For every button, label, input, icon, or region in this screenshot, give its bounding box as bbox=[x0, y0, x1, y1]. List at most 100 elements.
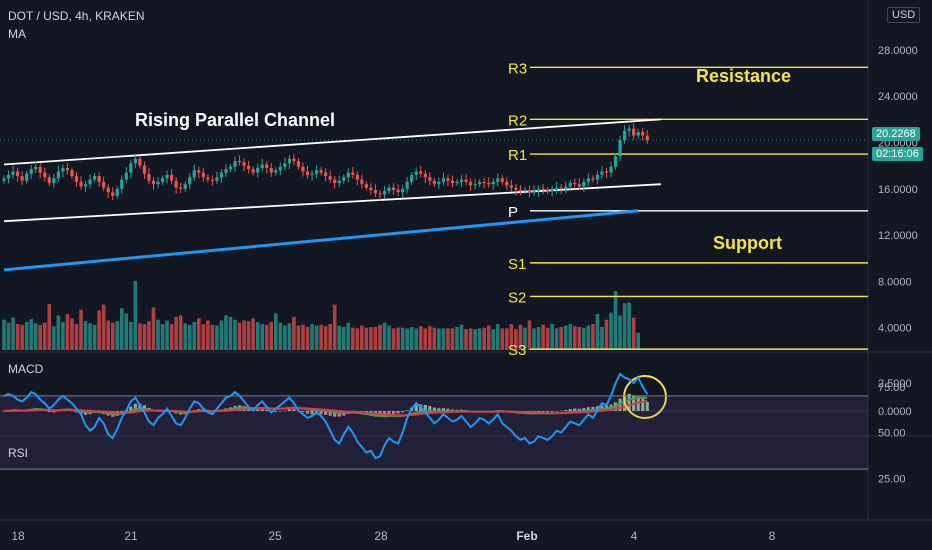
volume-bar bbox=[314, 325, 319, 350]
volume-bar bbox=[296, 325, 301, 350]
volume-bar bbox=[233, 319, 237, 350]
candle-body bbox=[342, 177, 346, 181]
candle-body bbox=[52, 178, 56, 184]
candle-body bbox=[396, 189, 400, 193]
candle-body bbox=[351, 172, 355, 175]
macd-histogram-bar bbox=[319, 411, 323, 415]
macd-histogram-bar bbox=[301, 411, 305, 413]
candle-body bbox=[437, 181, 441, 185]
candle-body bbox=[215, 177, 219, 181]
candle-body bbox=[441, 178, 446, 182]
macd-histogram-bar bbox=[129, 406, 133, 411]
volume-bar bbox=[74, 324, 79, 350]
volume-bar bbox=[527, 320, 532, 350]
volume-bar bbox=[2, 319, 6, 350]
candle-body bbox=[328, 176, 332, 180]
candle-body bbox=[509, 185, 513, 188]
time-tick-label: 21 bbox=[124, 529, 138, 543]
macd-histogram-bar bbox=[414, 405, 418, 411]
channel-annotation: Rising Parallel Channel bbox=[135, 110, 335, 130]
volume-bar bbox=[52, 326, 56, 350]
candle-body bbox=[387, 187, 391, 192]
candle-body bbox=[61, 167, 65, 172]
volume-bar bbox=[278, 322, 283, 350]
volume-bar bbox=[418, 326, 423, 350]
volume-bar bbox=[47, 303, 52, 350]
macd-histogram-bar bbox=[260, 409, 264, 411]
volume-bar bbox=[446, 328, 450, 350]
candle-body bbox=[609, 166, 613, 173]
candle-body bbox=[559, 187, 563, 189]
volume-bar bbox=[187, 324, 192, 350]
macd-histogram-bar bbox=[428, 406, 432, 411]
volume-bar bbox=[42, 322, 47, 350]
volume-bar bbox=[11, 317, 15, 350]
candle-body bbox=[47, 177, 51, 184]
candle-body bbox=[38, 166, 42, 173]
candle-body bbox=[414, 171, 418, 175]
candle-body bbox=[188, 177, 192, 185]
candle-body bbox=[468, 181, 473, 186]
volume-bar bbox=[138, 323, 142, 350]
volume-bar bbox=[600, 326, 604, 350]
price-tick-label: 28.0000 bbox=[878, 45, 918, 57]
macd-histogram-bar bbox=[283, 410, 287, 412]
candle-body bbox=[641, 132, 645, 136]
resistance-annotation: Resistance bbox=[696, 66, 791, 86]
candle-body bbox=[65, 167, 70, 171]
candle-body bbox=[278, 166, 282, 171]
macd-histogram-bar bbox=[401, 411, 405, 413]
macd-signal-line bbox=[3, 399, 648, 417]
channel-lower-line bbox=[3, 183, 661, 223]
volume-bar bbox=[260, 324, 265, 350]
volume-bar bbox=[582, 327, 586, 350]
candle-body bbox=[623, 130, 627, 141]
volume-bar bbox=[24, 321, 29, 350]
candle-body bbox=[324, 172, 328, 177]
volume-bar bbox=[88, 323, 92, 350]
volume-bar bbox=[437, 328, 441, 350]
volume-bar bbox=[387, 325, 391, 350]
symbol-title: DOT / USD, 4h, KRAKEN bbox=[8, 9, 145, 23]
pivot-label-s1: S1 bbox=[508, 256, 526, 273]
volume-bar bbox=[455, 326, 459, 350]
candle-body bbox=[546, 189, 550, 192]
candle-body bbox=[93, 176, 97, 180]
candle-body bbox=[405, 181, 409, 189]
volume-bar bbox=[495, 324, 500, 350]
volume-bar bbox=[178, 315, 183, 350]
candle-body bbox=[582, 181, 586, 187]
volume-bar bbox=[15, 324, 20, 350]
volume-bar bbox=[106, 320, 110, 350]
volume-bar bbox=[586, 325, 591, 350]
candle-body bbox=[532, 191, 536, 193]
volume-bar bbox=[301, 324, 305, 350]
macd-histogram-bar bbox=[328, 411, 332, 416]
macd-tick-label: 2.5000 bbox=[878, 378, 912, 390]
currency-button[interactable]: USD bbox=[887, 7, 921, 23]
candle-body bbox=[391, 187, 396, 190]
volume-bar bbox=[441, 328, 446, 350]
candle-body bbox=[505, 181, 509, 186]
volume-bar bbox=[264, 324, 269, 350]
candle-body bbox=[170, 174, 174, 181]
volume-bar bbox=[160, 324, 165, 350]
candle-body bbox=[147, 173, 151, 181]
volume-bar bbox=[29, 319, 33, 350]
candle-body bbox=[446, 178, 450, 181]
time-tick-label: 25 bbox=[268, 529, 282, 543]
candle-body bbox=[305, 171, 310, 175]
candle-body bbox=[247, 165, 251, 170]
candle-body bbox=[242, 162, 246, 166]
candle-body bbox=[378, 193, 382, 195]
volume-bar bbox=[500, 328, 505, 350]
volume-bar bbox=[269, 321, 274, 350]
candle-body bbox=[518, 189, 523, 192]
volume-bar bbox=[473, 329, 477, 350]
candle-body bbox=[74, 176, 79, 182]
macd-highlight-circle bbox=[623, 375, 667, 419]
volume-bar bbox=[183, 323, 187, 350]
candle-body bbox=[618, 140, 622, 157]
volume-bar bbox=[215, 325, 219, 350]
